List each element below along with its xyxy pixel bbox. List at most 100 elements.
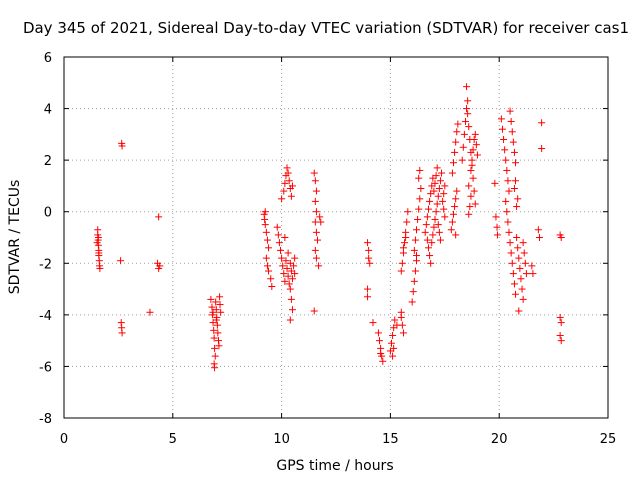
data-point	[557, 234, 565, 241]
data-point	[459, 143, 467, 151]
y-tick-label: -8	[39, 412, 52, 427]
data-point	[281, 234, 289, 241]
data-point	[424, 205, 432, 213]
data-point	[413, 252, 421, 260]
data-point	[364, 285, 372, 293]
data-point	[434, 192, 442, 200]
x-tick-label: 10	[273, 432, 290, 447]
data-point	[311, 177, 319, 185]
data-point	[440, 205, 448, 213]
y-tick-label: -4	[39, 309, 52, 324]
y-tick-label: -6	[39, 360, 52, 375]
data-point	[213, 321, 221, 329]
data-point	[261, 221, 269, 229]
data-point	[512, 159, 520, 167]
data-point	[454, 120, 462, 128]
data-point	[469, 174, 477, 182]
data-point	[503, 208, 511, 216]
data-point	[404, 208, 412, 216]
data-point	[118, 329, 126, 337]
data-point	[432, 172, 440, 180]
data-point	[94, 234, 102, 241]
data-point	[397, 267, 405, 275]
data-point	[435, 228, 443, 236]
x-tick-label: 5	[169, 432, 177, 447]
data-point	[515, 307, 523, 315]
data-point	[431, 179, 439, 187]
data-point	[434, 221, 442, 229]
data-point	[410, 246, 418, 254]
data-point	[365, 254, 373, 262]
data-point	[390, 344, 398, 352]
data-point	[534, 226, 542, 234]
data-point	[450, 159, 458, 167]
data-point	[431, 215, 439, 223]
data-point	[504, 218, 512, 226]
data-point	[285, 177, 293, 185]
data-point	[263, 262, 271, 270]
plot-frame	[63, 56, 609, 419]
data-point	[290, 262, 298, 270]
data-point	[503, 166, 511, 174]
data-point	[387, 339, 395, 347]
data-point	[376, 337, 384, 345]
data-point	[502, 156, 510, 164]
data-point	[416, 195, 424, 203]
y-tick-label: 6	[44, 51, 52, 66]
data-point	[430, 223, 438, 231]
data-point	[452, 195, 460, 203]
data-point	[512, 290, 520, 298]
data-point	[502, 197, 510, 205]
data-point	[278, 195, 286, 203]
data-point	[492, 213, 500, 221]
data-point	[261, 215, 269, 223]
data-point	[265, 267, 273, 275]
data-point	[452, 138, 460, 146]
data-point	[538, 119, 546, 127]
data-point	[215, 342, 223, 350]
data-point	[291, 270, 299, 278]
data-point	[95, 249, 103, 257]
data-point	[284, 272, 292, 280]
data-point	[464, 97, 472, 105]
data-point	[312, 254, 320, 262]
data-point	[513, 203, 521, 211]
data-point	[505, 187, 513, 195]
data-point	[281, 277, 289, 285]
data-point	[365, 246, 373, 254]
data-point	[498, 125, 506, 133]
data-point	[465, 210, 473, 218]
data-point	[519, 295, 527, 303]
data-point	[401, 239, 409, 247]
data-point	[507, 249, 515, 257]
data-point	[399, 244, 407, 252]
data-point	[410, 277, 418, 285]
data-point	[413, 226, 421, 234]
data-point	[277, 246, 285, 254]
data-point	[379, 357, 387, 365]
data-point	[389, 331, 397, 339]
data-point	[212, 298, 220, 306]
data-point	[398, 321, 406, 329]
data-point	[538, 145, 546, 153]
data-point	[366, 259, 374, 267]
data-point	[263, 236, 271, 244]
data-point	[464, 110, 472, 118]
data-point	[509, 138, 517, 146]
data-point	[556, 313, 564, 321]
data-point	[427, 259, 435, 267]
data-point	[284, 169, 292, 177]
data-point	[310, 169, 318, 177]
data-point	[311, 246, 319, 254]
data-point	[451, 203, 459, 211]
data-point	[408, 298, 416, 306]
data-point	[286, 316, 294, 324]
data-point	[510, 185, 518, 193]
data-point	[440, 190, 448, 198]
data-point	[411, 236, 419, 244]
data-point	[274, 231, 282, 239]
data-point	[493, 223, 501, 231]
data-point	[275, 239, 283, 247]
data-point	[283, 164, 291, 172]
